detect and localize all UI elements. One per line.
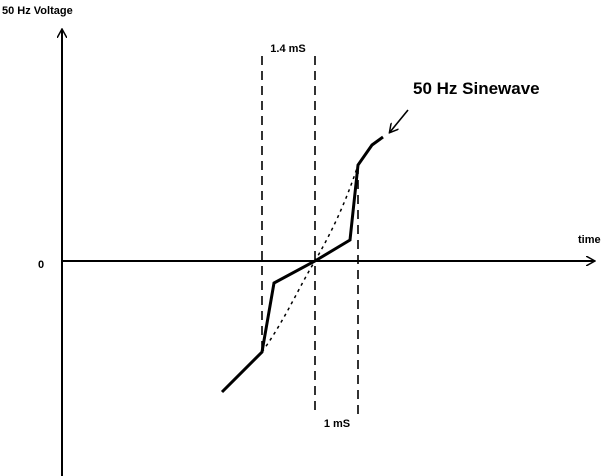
interval-markers: [261, 56, 359, 415]
x-axis-label: time: [578, 234, 601, 246]
bottom-interval-label: 1 mS: [324, 418, 350, 430]
distorted-waveform: [220, 135, 384, 394]
origin-label: 0: [38, 259, 44, 271]
pointer-arrow: [390, 109, 409, 132]
top-interval-label: 1.4 mS: [270, 43, 305, 55]
curve-label: 50 Hz Sinewave: [413, 79, 540, 98]
y-axis-label: 50 Hz Voltage: [2, 5, 73, 17]
ideal-sinewave: [261, 164, 359, 353]
